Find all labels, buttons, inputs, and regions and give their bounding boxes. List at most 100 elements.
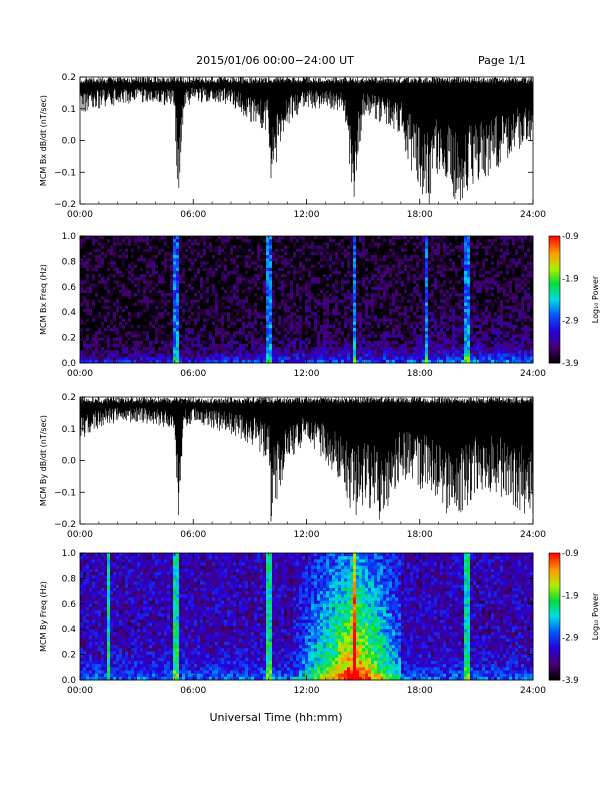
heatmap-cell [386, 356, 390, 361]
heatmap-cell [278, 312, 282, 316]
heatmap-cell [251, 267, 255, 272]
heatmap-cell [434, 239, 438, 243]
heatmap-cell [200, 289, 204, 294]
heatmap-cell [170, 251, 174, 256]
heatmap-cell [227, 242, 231, 246]
heatmap-cell [383, 289, 387, 294]
heatmap-cell [368, 261, 372, 265]
heatmap-cell [203, 239, 207, 243]
heatmap-cell [83, 343, 87, 348]
heatmap-cell [398, 248, 402, 253]
heatmap-cell [251, 343, 255, 348]
heatmap-cell [122, 299, 126, 304]
heatmap-cell [296, 331, 300, 335]
heatmap-cell [419, 296, 423, 300]
heatmap-cell [254, 251, 258, 256]
heatmap-cell [332, 283, 336, 288]
heatmap-cell [185, 328, 189, 332]
heatmap-cell [167, 299, 171, 304]
heatmap-cell [275, 299, 279, 304]
heatmap-cell [353, 296, 357, 300]
heatmap-cell [161, 359, 165, 364]
heatmap-cell [128, 321, 132, 326]
heatmap-cell [335, 299, 339, 304]
heatmap-cell [179, 353, 183, 358]
heatmap-cell [371, 321, 375, 326]
heatmap-cell [86, 305, 90, 310]
heatmap-cell [89, 315, 93, 319]
heatmap-cell [272, 245, 276, 250]
heatmap-cell [377, 293, 381, 297]
heatmap-cell [197, 239, 201, 243]
heatmap-cell [254, 255, 258, 259]
heatmap-cell [197, 347, 201, 351]
heatmap-cell [143, 274, 147, 278]
heatmap-cell [137, 343, 141, 348]
heatmap-cell [137, 236, 141, 240]
heatmap-cell [425, 353, 429, 358]
heatmap-cell [353, 286, 357, 291]
heatmap-cell [254, 248, 258, 253]
heatmap-cell [299, 321, 303, 326]
heatmap-cell [302, 283, 306, 288]
heatmap-cell [404, 236, 408, 240]
heatmap-cell [401, 353, 405, 358]
heatmap-cell [158, 296, 162, 300]
heatmap-cell [134, 302, 138, 307]
heatmap-cell [242, 347, 246, 351]
heatmap-cell [83, 337, 87, 342]
heatmap-cell [245, 251, 249, 256]
heatmap-cell [350, 296, 354, 300]
heatmap-cell [341, 248, 345, 253]
heatmap-cell [338, 270, 342, 275]
heatmap-cell [440, 283, 444, 288]
heatmap-cell [395, 359, 399, 364]
heatmap-cell [437, 343, 441, 348]
heatmap-cell [320, 264, 324, 269]
heatmap-cell [221, 347, 225, 351]
heatmap-cell [251, 353, 255, 358]
heatmap-cell [185, 274, 189, 278]
heatmap-cell [437, 334, 441, 338]
heatmap-cell [320, 236, 324, 240]
heatmap-cell [137, 296, 141, 300]
heatmap-cell [161, 321, 165, 326]
heatmap-cell [149, 274, 153, 278]
heatmap-cell [182, 331, 186, 335]
heatmap-cell [182, 264, 186, 269]
heatmap-cell [209, 267, 213, 272]
heatmap-cell [434, 286, 438, 291]
heatmap-cell [404, 286, 408, 291]
heatmap-cell [392, 280, 396, 285]
heatmap-cell [305, 309, 309, 313]
heatmap-cell [371, 286, 375, 291]
heatmap-cell [167, 274, 171, 278]
heatmap-cell [257, 296, 261, 300]
heatmap-cell [392, 299, 396, 304]
heatmap-cell [194, 264, 198, 269]
heatmap-cell [125, 239, 129, 243]
heatmap-cell [335, 239, 339, 243]
heatmap-cell [245, 248, 249, 253]
heatmap-cell [242, 324, 246, 329]
heatmap-cell [257, 255, 261, 259]
heatmap-cell [356, 315, 360, 319]
heatmap-cell [341, 305, 345, 310]
heatmap-cell [305, 264, 309, 269]
heatmap-cell [230, 264, 234, 269]
heatmap-cell [170, 328, 174, 332]
heatmap-cell [125, 343, 129, 348]
heatmap-cell [242, 251, 246, 256]
heatmap-cell [419, 270, 423, 275]
heatmap-cell [350, 236, 354, 240]
heatmap-cell [323, 331, 327, 335]
heatmap-cell [185, 296, 189, 300]
heatmap-cell [128, 315, 132, 319]
heatmap-cell [353, 334, 357, 338]
heatmap-cell [365, 242, 369, 246]
heatmap-cell [239, 277, 243, 281]
heatmap-cell [83, 245, 87, 250]
heatmap-cell [206, 305, 210, 310]
heatmap-cell [131, 302, 135, 307]
heatmap-cell [419, 347, 423, 351]
